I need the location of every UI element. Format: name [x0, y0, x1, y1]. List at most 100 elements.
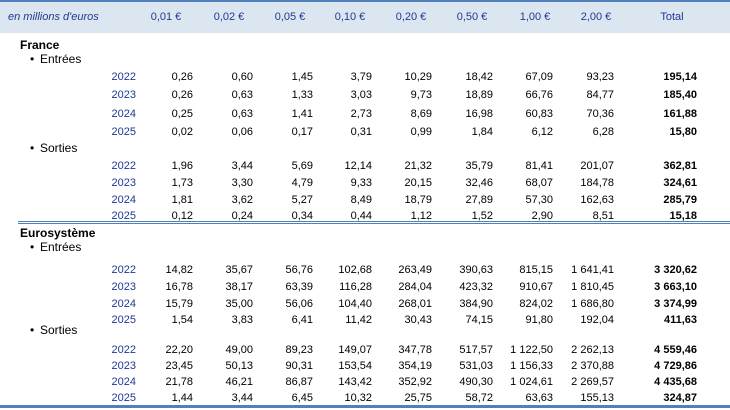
table-row: 2023 0,26 0,63 1,33 3,03 9,73 18,89 66,76 84,77 1…	[0, 87, 730, 103]
value-cell: 1 641,41	[571, 264, 614, 276]
flow-label: Sorties	[40, 323, 78, 337]
value-cell: 9,73	[410, 89, 432, 101]
value-cell: 68,07	[525, 177, 553, 189]
value-cell: 3,44	[231, 392, 253, 404]
value-cell: 390,63	[459, 264, 493, 276]
value-cell: 6,45	[291, 392, 313, 404]
year-cell: 2025	[111, 314, 136, 326]
value-cell: 50,13	[225, 360, 253, 372]
bullet-icon: •	[30, 141, 35, 155]
value-cell: 35,67	[225, 264, 253, 276]
value-cell: 517,57	[459, 344, 493, 356]
column-header: 0,01 €	[150, 11, 182, 23]
value-cell: 38,17	[225, 281, 253, 293]
flow-row: • Entrées	[0, 51, 730, 67]
value-cell: 86,87	[285, 376, 313, 388]
value-cell: 815,15	[519, 264, 553, 276]
column-header: 0,10 €	[334, 11, 366, 23]
flow-row: • Entrées	[0, 239, 730, 255]
year-cell: 2024	[111, 108, 136, 120]
value-cell: 63,63	[525, 392, 553, 404]
column-header: 2,00 €	[580, 11, 612, 23]
value-cell: 21,32	[404, 160, 432, 172]
year-cell: 2024	[111, 194, 136, 206]
value-cell: 1 156,33	[510, 360, 553, 372]
value-cell: 2 262,13	[571, 344, 614, 356]
value-cell: 15,79	[165, 298, 193, 310]
value-cell: 8,51	[592, 210, 614, 222]
year-cell: 2022	[111, 264, 136, 276]
value-cell: 90,31	[285, 360, 313, 372]
total-cell: 3 320,62	[654, 264, 697, 276]
total-cell: 362,81	[663, 160, 697, 172]
bullet-icon: •	[30, 240, 35, 254]
flow-label: Sorties	[40, 141, 78, 155]
value-cell: 2 370,88	[571, 360, 614, 372]
value-cell: 143,42	[338, 376, 372, 388]
year-cell: 2022	[111, 160, 136, 172]
value-cell: 0,26	[171, 71, 193, 83]
value-cell: 1,52	[471, 210, 493, 222]
year-cell: 2025	[111, 210, 136, 222]
value-cell: 3,30	[231, 177, 253, 189]
value-cell: 104,40	[338, 298, 372, 310]
value-cell: 490,30	[459, 376, 493, 388]
bottom-rule	[0, 405, 730, 408]
column-header: 0,02 €	[213, 11, 245, 23]
year-cell: 2023	[111, 281, 136, 293]
value-cell: 60,83	[525, 108, 553, 120]
table-row: 2024 21,78 46,21 86,87 143,42 352,92 490,30 1 0…	[0, 374, 730, 390]
value-cell: 0,34	[291, 210, 313, 222]
year-cell: 2025	[111, 392, 136, 404]
value-cell: 263,49	[398, 264, 432, 276]
value-cell: 23,45	[165, 360, 193, 372]
region-row: France	[0, 37, 730, 53]
value-cell: 0,63	[231, 108, 253, 120]
value-cell: 4,79	[291, 177, 313, 189]
value-cell: 18,89	[465, 89, 493, 101]
total-cell: 15,18	[669, 210, 697, 222]
value-cell: 81,41	[525, 160, 553, 172]
value-cell: 56,76	[285, 264, 313, 276]
year-cell: 2023	[111, 89, 136, 101]
year-cell: 2024	[111, 298, 136, 310]
region-label: France	[20, 38, 60, 52]
flow-row: • Sorties	[0, 140, 730, 156]
value-cell: 0,60	[231, 71, 253, 83]
value-cell: 0,02	[171, 126, 193, 138]
region-row: Eurosystème	[0, 225, 730, 241]
value-cell: 58,72	[465, 392, 493, 404]
total-cell: 195,14	[663, 71, 697, 83]
total-cell: 324,87	[663, 392, 697, 404]
value-cell: 8,69	[410, 108, 432, 120]
table-row: 2025 1,44 3,44 6,45 10,32 25,75 58,72 63,63 155,…	[0, 390, 730, 406]
value-cell: 57,30	[525, 194, 553, 206]
value-cell: 9,33	[350, 177, 372, 189]
value-cell: 46,21	[225, 376, 253, 388]
table-row: 2024 15,79 35,00 56,06 104,40 268,01 384,90 824…	[0, 296, 730, 312]
value-cell: 149,07	[338, 344, 372, 356]
value-cell: 12,14	[344, 160, 372, 172]
total-cell: 3 663,10	[654, 281, 697, 293]
table-row: 2022 22,20 49,00 89,23 149,07 347,78 517,57 1 1…	[0, 342, 730, 358]
table-row: 2024 1,81 3,62 5,27 8,49 18,79 27,89 57,30 162,6…	[0, 192, 730, 208]
value-cell: 84,77	[586, 89, 614, 101]
value-cell: 6,12	[531, 126, 553, 138]
section-separator	[18, 221, 730, 224]
bullet-icon: •	[30, 52, 35, 66]
table-row: 2025 0,02 0,06 0,17 0,31 0,99 1,84 6,12 6,28 15,8…	[0, 124, 730, 140]
value-cell: 0,24	[231, 210, 253, 222]
value-cell: 1 810,45	[571, 281, 614, 293]
value-cell: 18,79	[404, 194, 432, 206]
value-cell: 0,31	[350, 126, 372, 138]
value-cell: 910,67	[519, 281, 553, 293]
value-cell: 0,63	[231, 89, 253, 101]
total-cell: 185,40	[663, 89, 697, 101]
value-cell: 0,06	[231, 126, 253, 138]
value-cell: 0,26	[171, 89, 193, 101]
value-cell: 8,49	[350, 194, 372, 206]
value-cell: 32,46	[465, 177, 493, 189]
table-row: 2025 1,54 3,83 6,41 11,42 30,43 74,15 91,80 192,…	[0, 312, 730, 328]
year-cell: 2025	[111, 126, 136, 138]
total-cell: 4 559,46	[654, 344, 697, 356]
